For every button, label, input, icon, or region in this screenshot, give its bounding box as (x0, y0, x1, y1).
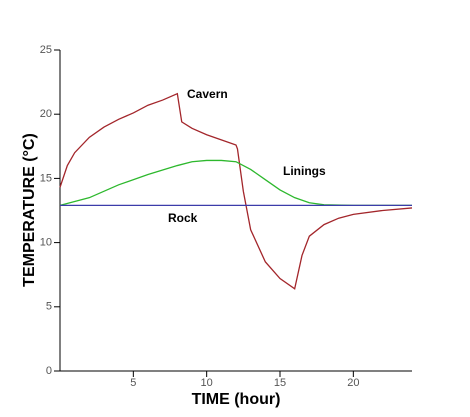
x-tick-label: 10 (201, 377, 213, 389)
series-label: Cavern (187, 87, 228, 101)
series-label: Rock (168, 211, 198, 225)
x-tick-label: 15 (274, 377, 286, 389)
y-tick-label: 10 (40, 237, 52, 249)
x-tick-label: 5 (130, 377, 136, 389)
y-tick-label: 0 (46, 365, 52, 377)
y-tick-label: 20 (40, 108, 52, 120)
x-axis-title: TIME (hour) (192, 391, 281, 408)
y-tick-label: 25 (40, 44, 52, 56)
y-tick-label: 15 (40, 172, 52, 184)
line (59, 159, 412, 207)
y-axis-title: TEMPERATURE (°C) (21, 133, 38, 287)
y-tick-label: 5 (46, 301, 52, 313)
series-label: Linings (283, 164, 326, 178)
line (59, 92, 413, 290)
x-tick-label: 20 (347, 377, 359, 389)
